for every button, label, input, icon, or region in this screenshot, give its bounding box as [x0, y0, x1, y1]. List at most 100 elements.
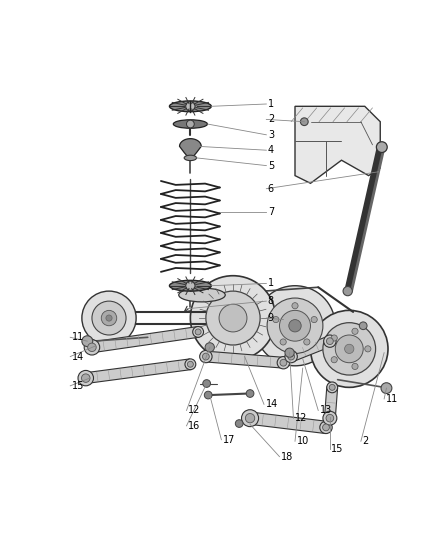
Circle shape — [376, 142, 387, 152]
Ellipse shape — [170, 280, 211, 291]
Circle shape — [331, 357, 337, 363]
Circle shape — [186, 102, 195, 111]
Text: 10: 10 — [297, 436, 309, 446]
Text: 3: 3 — [268, 130, 274, 140]
Polygon shape — [289, 336, 332, 361]
Circle shape — [323, 322, 376, 375]
Circle shape — [193, 327, 204, 337]
Text: 14: 14 — [265, 399, 278, 409]
Circle shape — [81, 374, 90, 382]
Ellipse shape — [184, 155, 197, 160]
Circle shape — [203, 379, 211, 387]
Circle shape — [323, 424, 329, 431]
Text: 7: 7 — [268, 207, 274, 217]
Ellipse shape — [170, 101, 211, 112]
Circle shape — [186, 281, 195, 290]
Circle shape — [191, 276, 276, 360]
Text: 12: 12 — [295, 413, 307, 423]
Polygon shape — [85, 359, 191, 383]
Circle shape — [277, 357, 290, 369]
Polygon shape — [336, 312, 365, 340]
Circle shape — [300, 118, 308, 126]
Circle shape — [185, 359, 196, 370]
Circle shape — [324, 335, 336, 348]
Text: 1: 1 — [268, 278, 274, 288]
Text: 2: 2 — [362, 436, 369, 446]
Circle shape — [285, 348, 294, 357]
Circle shape — [311, 310, 388, 387]
Polygon shape — [249, 412, 327, 433]
Circle shape — [320, 421, 332, 433]
Text: 18: 18 — [281, 451, 293, 462]
Circle shape — [245, 414, 255, 423]
Circle shape — [241, 410, 258, 426]
Circle shape — [336, 335, 363, 363]
Circle shape — [365, 346, 371, 352]
Circle shape — [352, 364, 358, 369]
Circle shape — [289, 320, 301, 332]
Text: 5: 5 — [268, 160, 274, 171]
Circle shape — [326, 338, 333, 344]
Circle shape — [202, 353, 209, 360]
Text: 15: 15 — [332, 444, 344, 454]
Text: 12: 12 — [188, 406, 201, 415]
Text: 4: 4 — [268, 145, 274, 155]
Text: 1: 1 — [268, 99, 274, 109]
Circle shape — [273, 317, 279, 322]
Text: 2: 2 — [268, 115, 274, 124]
Circle shape — [359, 322, 367, 329]
Polygon shape — [205, 351, 284, 368]
Text: 13: 13 — [320, 406, 332, 415]
Circle shape — [352, 328, 358, 334]
Circle shape — [323, 411, 337, 425]
Circle shape — [279, 310, 311, 341]
Circle shape — [381, 383, 392, 393]
Circle shape — [280, 359, 287, 366]
Circle shape — [288, 353, 294, 360]
Circle shape — [187, 120, 194, 128]
Circle shape — [246, 390, 254, 398]
Circle shape — [304, 339, 310, 345]
Circle shape — [327, 382, 338, 393]
Circle shape — [331, 335, 337, 341]
Circle shape — [82, 336, 93, 346]
Circle shape — [204, 391, 212, 399]
Text: 15: 15 — [72, 381, 84, 391]
Circle shape — [345, 344, 354, 353]
Text: 8: 8 — [268, 296, 274, 306]
Text: 11: 11 — [386, 394, 398, 404]
Circle shape — [311, 317, 317, 322]
Circle shape — [329, 384, 335, 390]
Circle shape — [205, 343, 214, 352]
Polygon shape — [295, 106, 380, 183]
Circle shape — [78, 370, 93, 386]
Text: 17: 17 — [223, 435, 235, 445]
Text: 9: 9 — [268, 313, 274, 323]
Text: 16: 16 — [188, 421, 200, 431]
Circle shape — [285, 350, 297, 363]
Circle shape — [187, 361, 193, 367]
Text: 11: 11 — [72, 332, 84, 342]
Circle shape — [280, 339, 286, 345]
Circle shape — [106, 315, 112, 321]
Circle shape — [326, 414, 334, 422]
Text: 6: 6 — [268, 184, 274, 193]
Circle shape — [343, 287, 352, 296]
Circle shape — [195, 329, 201, 335]
Circle shape — [82, 291, 136, 345]
Circle shape — [84, 340, 100, 355]
Circle shape — [88, 343, 96, 352]
Circle shape — [101, 310, 117, 326]
Circle shape — [267, 298, 323, 353]
Circle shape — [206, 291, 260, 345]
Circle shape — [219, 304, 247, 332]
Text: 14: 14 — [72, 352, 84, 361]
Circle shape — [92, 301, 126, 335]
Circle shape — [255, 286, 336, 366]
Polygon shape — [180, 139, 201, 157]
Circle shape — [200, 350, 212, 363]
Circle shape — [235, 419, 243, 427]
Polygon shape — [91, 327, 199, 353]
Ellipse shape — [173, 120, 208, 128]
Ellipse shape — [179, 288, 225, 302]
